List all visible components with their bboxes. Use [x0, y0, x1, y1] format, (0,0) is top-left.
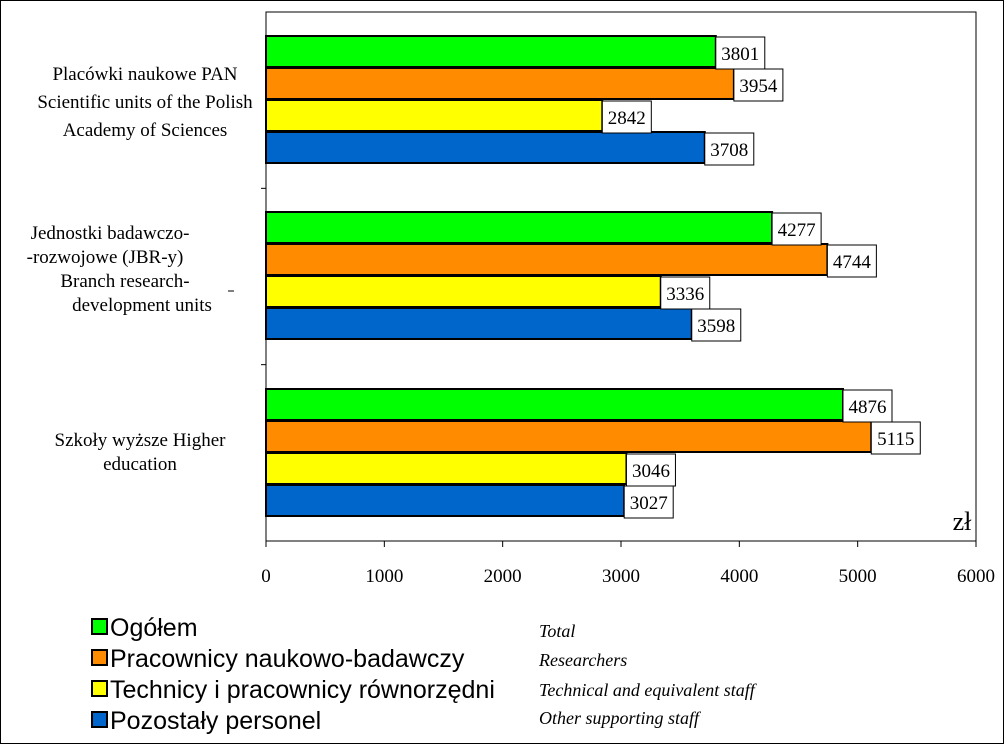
data-label: 2842: [608, 108, 646, 129]
data-label-box: [623, 485, 674, 519]
data-label-box: [660, 276, 711, 310]
category-labels: Placówki naukowe PAN Scientific units of …: [27, 64, 254, 475]
bar: [265, 388, 844, 421]
legend-label-en: Researchers: [538, 650, 627, 670]
data-label-box: [771, 212, 822, 246]
data-label: 4277: [778, 220, 816, 241]
data-label: 3708: [710, 140, 748, 161]
category-label: Placówki naukowe PAN Scientific units of …: [37, 64, 253, 141]
data-label-box: [625, 453, 676, 487]
data-label-box: [842, 389, 893, 423]
data-label: 3598: [697, 316, 735, 337]
x-axis: 0 1000 2000 3000 4000 5000 6000 zł: [261, 507, 995, 587]
legend-swatch: [91, 618, 108, 635]
data-label: 4876: [848, 397, 886, 418]
bar: [265, 211, 774, 244]
data-label: 3336: [666, 284, 704, 305]
x-tick-label: 3000: [602, 566, 640, 587]
data-labels: 3801 4277 4876 3954 4744 5115 2842 3336 3046 3708…: [601, 36, 921, 519]
data-label: 3954: [739, 76, 778, 97]
data-label-box: [870, 421, 921, 455]
x-tick-label: 6000: [957, 566, 995, 587]
x-tick-label: 0: [261, 566, 271, 587]
legend: Ogółem Total Pracownicy naukowo-badawczy Re…: [91, 614, 758, 735]
bars: [265, 35, 873, 517]
data-label: 3027: [630, 493, 668, 514]
category-label: Szkoły wyższe Higher education: [55, 430, 227, 475]
bar: [265, 484, 626, 517]
data-label: 5115: [877, 429, 914, 450]
legend-label: Technicy i pracownicy równorzędni: [110, 676, 495, 704]
bar: [265, 420, 873, 453]
x-tick-label: 2000: [484, 566, 522, 587]
legend-label: Pozostały personel: [110, 707, 321, 735]
data-label: 3046: [632, 461, 670, 482]
data-label-box: [601, 100, 652, 134]
data-label-box: [733, 68, 784, 102]
bar: [265, 99, 604, 132]
data-label-box: [704, 132, 755, 166]
bar: [265, 243, 829, 276]
legend-swatch: [91, 680, 108, 697]
bar: [265, 452, 628, 485]
data-label-box: [691, 308, 742, 342]
data-label-box: [715, 36, 766, 70]
bar: [265, 35, 717, 68]
legend-label-en: Total: [539, 621, 575, 641]
bar: [265, 131, 706, 164]
legend-label: Ogółem: [110, 614, 198, 642]
x-tick-label: 1000: [365, 566, 403, 587]
legend-label-en: Other supporting staff: [539, 708, 702, 728]
data-label-box: [826, 244, 877, 278]
x-tick-label: 5000: [839, 566, 877, 587]
bar: [265, 275, 662, 308]
legend-swatch: [91, 649, 108, 666]
bar: [265, 67, 735, 100]
legend-swatch: [91, 711, 108, 728]
legend-label-en: Technical and equivalent staff: [539, 680, 758, 700]
unit-label: zł: [953, 507, 973, 536]
legend-label: Pracownicy naukowo-badawczy: [110, 645, 465, 673]
bar: [265, 307, 693, 340]
x-tick-label: 4000: [720, 566, 758, 587]
data-label: 4744: [833, 252, 872, 273]
category-label: Jednostki badawczo--rozwojowe (JBR-y) Bra…: [27, 223, 212, 316]
data-label: 3801: [721, 44, 759, 65]
